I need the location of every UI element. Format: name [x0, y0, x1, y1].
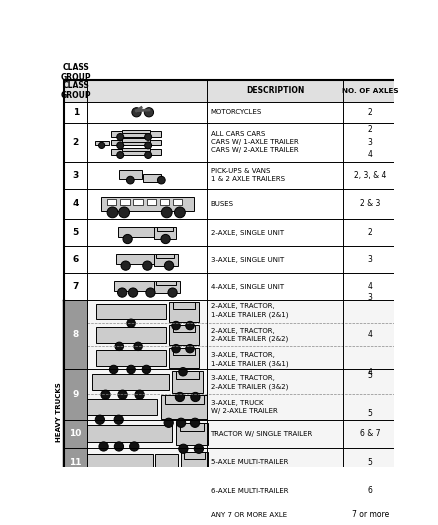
Circle shape — [145, 133, 152, 140]
Bar — [173, 199, 182, 205]
Circle shape — [101, 390, 110, 400]
Circle shape — [177, 418, 186, 427]
Bar — [96, 350, 166, 365]
Bar — [64, 505, 87, 524]
Bar — [87, 482, 153, 499]
Text: 3-AXLE, TRACTOR,
2-AXLE TRAILER (3&2)

3-AXLE, TRUCK
W/ 2-AXLE TRAILER: 3-AXLE, TRACTOR, 2-AXLE TRAILER (3&2) 3-… — [211, 375, 288, 414]
Bar — [64, 419, 87, 448]
Text: 6: 6 — [73, 255, 79, 264]
Text: 2-AXLE, TRACTOR,
1-AXLE TRAILER (2&1)

2-AXLE, TRACTOR,
2-AXLE TRAILER (2&2)

3-: 2-AXLE, TRACTOR, 1-AXLE TRAILER (2&1) 2-… — [211, 303, 288, 366]
Bar — [156, 254, 174, 258]
Bar — [120, 199, 130, 205]
Circle shape — [118, 390, 127, 400]
Bar — [181, 481, 208, 501]
Text: HEAVY TRUCKS: HEAVY TRUCKS — [56, 382, 62, 442]
Text: ANY 7 OR MORE AXLE: ANY 7 OR MORE AXLE — [211, 511, 286, 518]
Text: 2 & 3: 2 & 3 — [360, 200, 380, 208]
Circle shape — [145, 142, 152, 149]
Bar — [64, 300, 87, 370]
Text: 11: 11 — [70, 458, 82, 467]
Text: 12: 12 — [70, 486, 82, 495]
Bar — [156, 281, 176, 286]
Text: CLASS
GROUP: CLASS GROUP — [60, 81, 91, 100]
Bar — [64, 80, 397, 101]
Circle shape — [127, 176, 134, 184]
Circle shape — [179, 368, 187, 376]
Bar — [143, 174, 161, 182]
Bar — [180, 423, 204, 430]
Circle shape — [142, 365, 151, 374]
Bar — [64, 188, 87, 219]
Circle shape — [191, 418, 200, 427]
Bar — [107, 199, 117, 205]
Bar — [87, 425, 172, 442]
Text: 5


5: 5 5 — [368, 371, 373, 418]
Text: 9: 9 — [72, 390, 79, 399]
Text: NO. OF AXLES: NO. OF AXLES — [342, 88, 399, 94]
Text: 8: 8 — [73, 330, 79, 339]
Bar — [64, 101, 87, 123]
Bar — [92, 373, 169, 391]
Bar — [64, 219, 87, 246]
Text: DESCRIPTION: DESCRIPTION — [246, 86, 304, 95]
Bar — [64, 246, 397, 273]
Circle shape — [117, 142, 124, 149]
Bar — [173, 302, 194, 309]
Circle shape — [146, 288, 155, 297]
Circle shape — [135, 390, 144, 400]
Text: 1: 1 — [73, 108, 79, 117]
Bar — [64, 246, 87, 273]
Bar — [154, 281, 180, 292]
Circle shape — [110, 499, 119, 507]
Bar — [111, 149, 161, 155]
Bar — [96, 327, 166, 342]
Text: 3: 3 — [73, 171, 79, 180]
Bar — [64, 477, 397, 505]
Circle shape — [186, 321, 194, 330]
Text: 2-AXLE, SINGLE UNIT: 2-AXLE, SINGLE UNIT — [211, 230, 284, 236]
Circle shape — [191, 392, 200, 402]
Circle shape — [179, 444, 188, 454]
Circle shape — [198, 472, 206, 480]
Circle shape — [95, 499, 103, 507]
Circle shape — [117, 288, 127, 297]
Bar — [64, 162, 87, 188]
Bar — [64, 448, 87, 477]
Bar — [122, 138, 150, 142]
Circle shape — [175, 392, 184, 402]
Text: 4: 4 — [368, 282, 373, 291]
Bar — [173, 348, 194, 355]
Bar — [154, 227, 177, 239]
Circle shape — [164, 418, 173, 427]
Text: 10: 10 — [70, 429, 82, 438]
Bar — [114, 281, 154, 291]
Text: 2: 2 — [368, 108, 373, 117]
Circle shape — [115, 342, 124, 351]
Bar — [165, 395, 204, 404]
Bar — [118, 227, 154, 237]
Bar — [155, 482, 178, 499]
Text: 3-AXLE, SINGLE UNIT: 3-AXLE, SINGLE UNIT — [211, 257, 284, 262]
Circle shape — [114, 442, 124, 451]
Circle shape — [162, 470, 171, 479]
Circle shape — [157, 176, 165, 184]
Text: ALL CARS CARS
CARS W/ 1-AXLE TRAILER
CARS W/ 2-AXLE TRAILER: ALL CARS CARS CARS W/ 1-AXLE TRAILER CAR… — [211, 131, 298, 153]
Bar — [87, 454, 153, 471]
Bar — [64, 273, 397, 300]
Circle shape — [119, 470, 127, 479]
Text: 2
3
4: 2 3 4 — [368, 125, 373, 159]
Text: 6: 6 — [368, 486, 373, 495]
Bar — [122, 130, 150, 133]
Circle shape — [119, 207, 130, 218]
Bar — [64, 370, 87, 419]
Bar — [64, 448, 397, 477]
Bar — [184, 452, 205, 459]
Bar — [117, 254, 154, 264]
Bar — [64, 101, 397, 123]
Circle shape — [134, 342, 142, 351]
Bar — [64, 505, 397, 524]
Bar — [176, 371, 199, 379]
Text: MOTORCYCLES: MOTORCYCLES — [211, 109, 262, 116]
Circle shape — [114, 415, 124, 424]
Circle shape — [121, 261, 131, 270]
